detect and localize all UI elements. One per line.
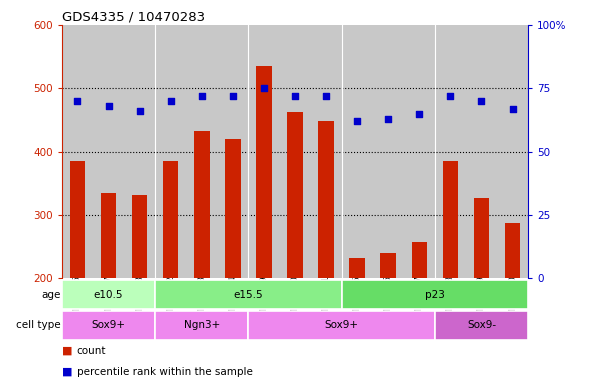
Text: p23: p23: [425, 290, 445, 300]
Point: [259, 85, 268, 91]
Text: Sox9-: Sox9-: [467, 320, 496, 331]
Text: ■: ■: [62, 346, 73, 356]
Point: [322, 93, 331, 99]
Bar: [62, 311, 155, 340]
Text: cell type: cell type: [16, 320, 60, 331]
Point: [73, 98, 82, 104]
Text: e10.5: e10.5: [94, 290, 123, 300]
Point: [415, 111, 424, 117]
Bar: [248, 311, 435, 340]
Bar: [435, 311, 528, 340]
Text: GDS4335 / 10470283: GDS4335 / 10470283: [62, 11, 205, 24]
Point: [104, 103, 113, 109]
Bar: [163, 161, 178, 278]
Point: [477, 98, 486, 104]
Bar: [287, 113, 303, 278]
Point: [135, 108, 145, 114]
Point: [352, 118, 362, 124]
Bar: [318, 121, 334, 278]
Point: [290, 93, 300, 99]
Bar: [225, 139, 241, 278]
Text: count: count: [77, 346, 106, 356]
Point: [228, 93, 238, 99]
Point: [508, 106, 517, 112]
Bar: [62, 280, 155, 309]
Bar: [342, 280, 528, 309]
Text: percentile rank within the sample: percentile rank within the sample: [77, 367, 253, 377]
Bar: [101, 193, 116, 278]
Point: [445, 93, 455, 99]
Point: [384, 116, 393, 122]
Bar: [194, 131, 209, 278]
Text: ■: ■: [62, 367, 73, 377]
Point: [197, 93, 206, 99]
Bar: [504, 223, 520, 278]
Bar: [132, 195, 148, 278]
Text: age: age: [41, 290, 60, 300]
Bar: [474, 198, 489, 278]
Bar: [155, 280, 342, 309]
Bar: [155, 311, 248, 340]
Text: e15.5: e15.5: [234, 290, 263, 300]
Bar: [442, 161, 458, 278]
Text: Ngn3+: Ngn3+: [183, 320, 220, 331]
Text: Sox9+: Sox9+: [324, 320, 359, 331]
Bar: [349, 258, 365, 278]
Bar: [256, 66, 271, 278]
Bar: [70, 161, 85, 278]
Bar: [411, 242, 427, 278]
Text: Sox9+: Sox9+: [91, 320, 126, 331]
Bar: [381, 253, 396, 278]
Point: [166, 98, 175, 104]
